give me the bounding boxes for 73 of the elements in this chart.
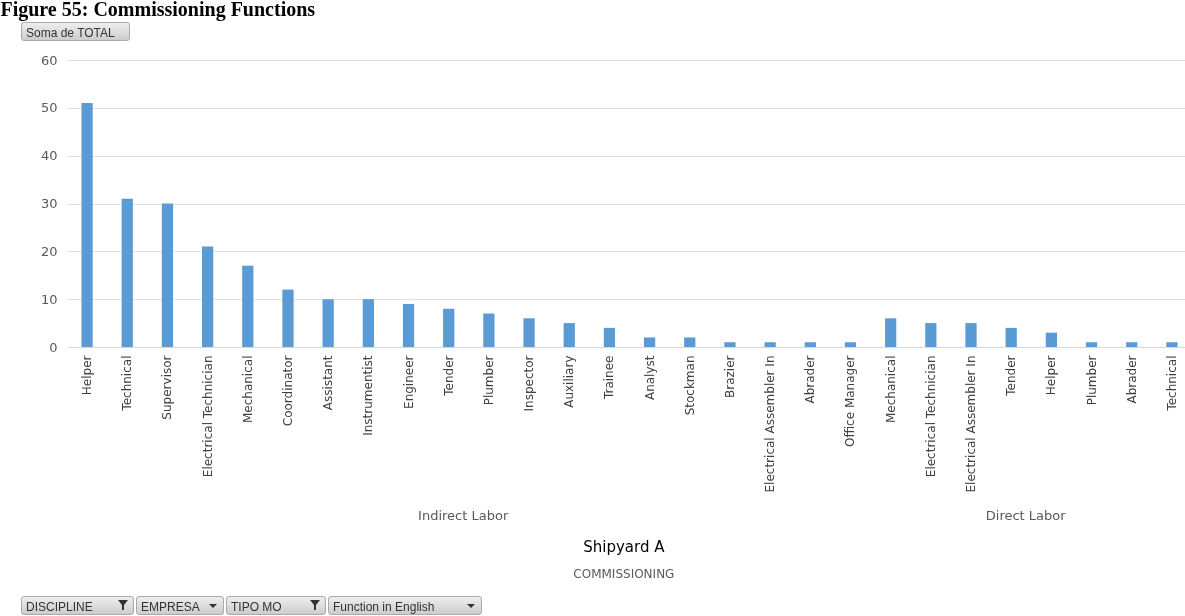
bar bbox=[242, 265, 254, 347]
text: Function in English bbox=[333, 600, 435, 614]
x-tick-label: Plumber bbox=[1084, 355, 1099, 406]
bar bbox=[603, 327, 616, 347]
bar bbox=[965, 323, 977, 347]
chart-title: Figure 55: Commissioning Functions bbox=[0, 0, 316, 21]
text: Indirect Labor bbox=[418, 508, 509, 523]
y-tick-label: 0 bbox=[49, 339, 58, 355]
bar bbox=[563, 323, 575, 347]
x-tick-label: Electrical Technician bbox=[923, 355, 938, 478]
text: COMMISSIONING bbox=[573, 567, 675, 581]
x-tick-label: Auxiliary bbox=[562, 355, 577, 408]
bar bbox=[322, 299, 334, 347]
x-tick-label: Electrical Assembler In bbox=[763, 355, 778, 493]
x-tick-label: Tender bbox=[441, 355, 456, 397]
x-tick-label: Tender bbox=[1004, 355, 1019, 397]
bar bbox=[804, 342, 816, 347]
bar bbox=[1126, 342, 1138, 347]
text: DISCIPLINE bbox=[26, 600, 93, 614]
y-tick-label: 20 bbox=[40, 243, 58, 259]
x-tick-label: Supervisor bbox=[160, 355, 175, 420]
x-tick-label: Mechanical bbox=[240, 355, 255, 424]
x-tick-label: Helper bbox=[80, 355, 95, 396]
bar bbox=[523, 318, 535, 347]
bar bbox=[402, 303, 415, 347]
bar bbox=[925, 323, 937, 347]
bar bbox=[1005, 327, 1017, 347]
bar bbox=[443, 308, 455, 347]
bar bbox=[362, 299, 374, 347]
x-tick-label: Assistant bbox=[321, 355, 336, 411]
text: EMPRESA bbox=[141, 600, 200, 614]
y-tick-label: 30 bbox=[40, 196, 58, 211]
bar bbox=[161, 203, 174, 347]
bar bbox=[81, 103, 93, 347]
bar bbox=[483, 313, 495, 347]
bar bbox=[885, 318, 897, 347]
bar bbox=[764, 342, 776, 347]
x-tick-label: Plumber bbox=[481, 355, 496, 406]
x-tick-label: Electrical Assembler In bbox=[964, 355, 979, 493]
text: Direct Labor bbox=[985, 508, 1067, 523]
text: Shipyard A bbox=[583, 538, 666, 556]
x-tick-label: Engineer bbox=[401, 355, 416, 409]
x-tick-label: Stockman bbox=[682, 355, 697, 416]
y-tick-label: 50 bbox=[40, 100, 58, 116]
bar bbox=[1045, 332, 1057, 347]
bar bbox=[1085, 342, 1098, 347]
bar bbox=[684, 337, 696, 347]
x-tick-label: Abrader bbox=[803, 355, 818, 404]
x-tick-label: Technical bbox=[120, 355, 135, 412]
y-tick-label: 10 bbox=[40, 291, 58, 307]
x-tick-label: Helper bbox=[1044, 355, 1059, 396]
x-tick-label: Mechanical bbox=[883, 355, 898, 424]
x-tick-label: Office Manager bbox=[843, 355, 858, 447]
bar bbox=[121, 198, 133, 347]
x-tick-label: Analyst bbox=[642, 355, 657, 401]
x-tick-label: Coordinator bbox=[280, 355, 295, 427]
y-tick-label: 40 bbox=[40, 148, 58, 164]
x-tick-label: Instrumentist bbox=[361, 355, 376, 436]
bar bbox=[202, 246, 214, 347]
text: Soma de TOTAL bbox=[26, 26, 115, 40]
bar bbox=[844, 342, 857, 347]
x-tick-label: Brazier bbox=[722, 355, 737, 398]
x-tick-label: Abrader bbox=[1124, 355, 1139, 404]
x-tick-label: Electrical Technician bbox=[200, 355, 215, 478]
bar bbox=[724, 342, 736, 347]
x-tick-label: Trainee bbox=[602, 355, 617, 401]
bar bbox=[643, 337, 656, 347]
x-tick-label: Inspector bbox=[522, 355, 537, 412]
bar bbox=[1166, 342, 1178, 347]
x-tick-label: Technical bbox=[1164, 355, 1179, 412]
y-tick-label: 60 bbox=[40, 52, 58, 68]
bar bbox=[282, 289, 294, 347]
text: TIPO MO bbox=[231, 600, 282, 614]
